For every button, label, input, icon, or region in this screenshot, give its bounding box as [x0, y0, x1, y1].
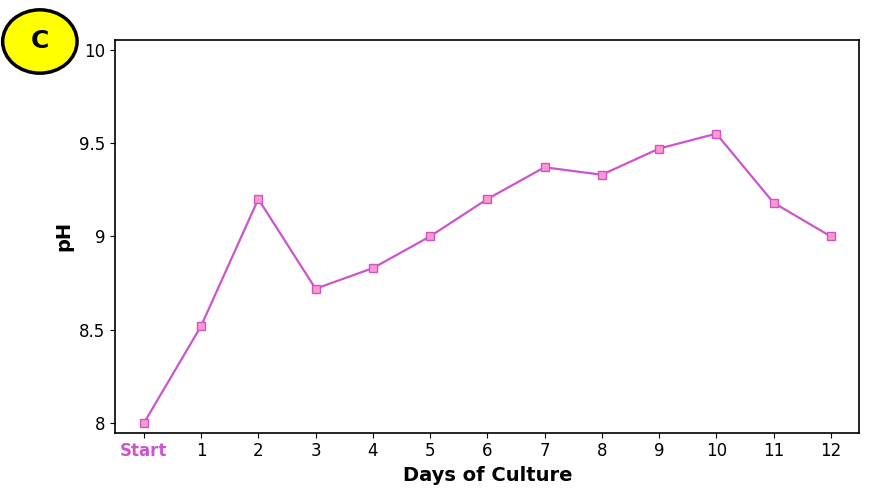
Circle shape — [3, 10, 77, 73]
Y-axis label: pH: pH — [55, 221, 74, 252]
X-axis label: Days of Culture: Days of Culture — [402, 466, 572, 485]
Text: C: C — [31, 30, 49, 53]
